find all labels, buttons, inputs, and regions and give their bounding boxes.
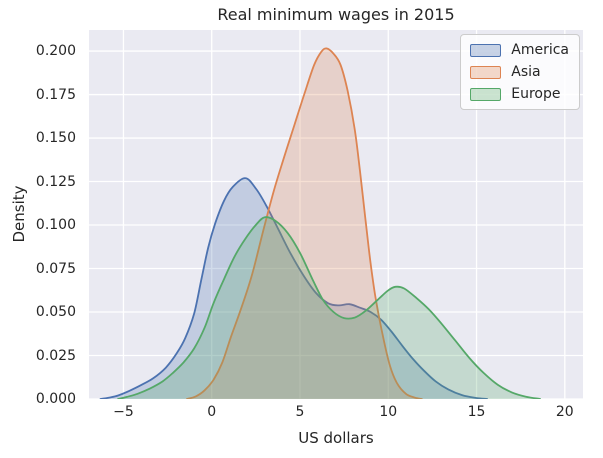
y-tick-label: 0.050 bbox=[35, 304, 76, 320]
legend-swatch-icon bbox=[470, 65, 502, 79]
legend: America Asia Europe bbox=[460, 34, 580, 110]
legend-label: Asia bbox=[511, 64, 541, 80]
kde-line-europe bbox=[117, 216, 541, 399]
x-tick-label: −5 bbox=[113, 404, 134, 420]
plot-area: America Asia Europe bbox=[89, 30, 583, 399]
y-tick-label: 0.025 bbox=[35, 347, 76, 364]
legend-label: Europe bbox=[511, 86, 561, 102]
y-tick-label: 0.150 bbox=[35, 130, 76, 147]
y-tick-label: 0.100 bbox=[35, 217, 76, 234]
kde-line-america bbox=[99, 177, 488, 399]
y-tick-label: 0.175 bbox=[35, 86, 76, 103]
kde-line-asia bbox=[186, 47, 423, 399]
y-tick-label: 0.000 bbox=[35, 391, 76, 407]
x-tick-label: 5 bbox=[295, 404, 305, 420]
legend-swatch-icon bbox=[470, 87, 502, 101]
x-axis-label: US dollars bbox=[298, 429, 374, 447]
y-tick-label: 0.125 bbox=[35, 173, 76, 190]
chart-title: Real minimum wages in 2015 bbox=[217, 5, 455, 24]
legend-label: America bbox=[511, 42, 569, 58]
kde-fill-asia bbox=[187, 48, 422, 399]
x-tick-label: 20 bbox=[555, 404, 574, 420]
legend-entry-asia: Asia bbox=[470, 64, 569, 80]
x-tick-label: 15 bbox=[467, 404, 486, 420]
x-tick-label: 0 bbox=[207, 404, 217, 420]
plot-svg bbox=[89, 30, 583, 399]
legend-entry-europe: Europe bbox=[470, 86, 569, 102]
y-tick-label: 0.075 bbox=[35, 260, 76, 277]
legend-swatch-icon bbox=[470, 43, 502, 57]
y-tick-label: 0.200 bbox=[35, 43, 76, 60]
x-tick-label: 10 bbox=[379, 404, 398, 420]
legend-entry-america: America bbox=[470, 42, 569, 58]
